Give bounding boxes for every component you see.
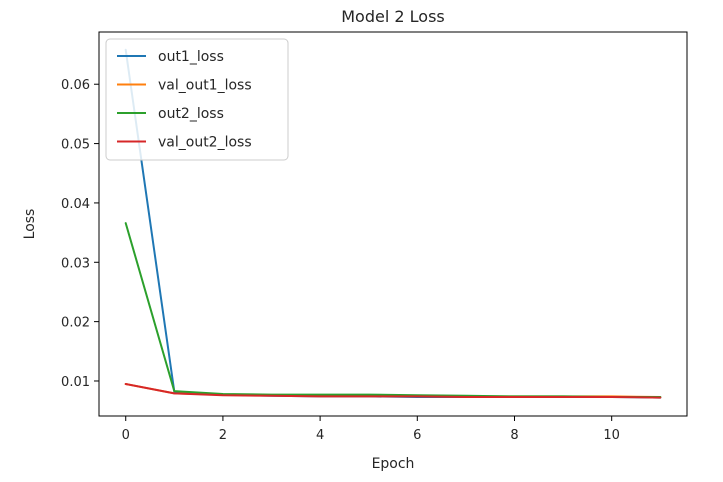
x-tick-label: 10 [603, 428, 620, 443]
x-tick-label: 4 [316, 428, 324, 443]
x-axis-label: Epoch [372, 456, 415, 472]
legend-label: val_out2_loss [158, 135, 252, 151]
series-line-out2-loss [124, 222, 662, 398]
x-tick-label: 0 [122, 428, 130, 443]
x-tick-label: 8 [510, 428, 518, 443]
legend: out1_loss val_out1_loss out2_loss val_out2_… [105, 38, 289, 161]
y-axis-label: Loss [22, 209, 38, 240]
x-tick-label: 2 [219, 428, 227, 443]
y-tick-label: 0.04 [61, 197, 90, 212]
plot-frame [98, 31, 688, 417]
y-axis-ticks: 0.01 0.02 0.03 0.04 0.05 0.06 [61, 78, 99, 390]
series-lines [124, 48, 662, 399]
x-axis-ticks: 0 2 4 6 8 10 [122, 416, 620, 443]
legend-label: val_out1_loss [158, 78, 252, 94]
legend-label: out2_loss [158, 106, 224, 122]
y-tick-label: 0.05 [61, 138, 90, 153]
x-tick-label: 6 [413, 428, 421, 443]
y-tick-label: 0.03 [61, 256, 90, 271]
chart-title: Model 2 Loss [341, 7, 444, 26]
series-line-val-out2-loss [124, 383, 662, 399]
y-tick-label: 0.06 [61, 78, 90, 93]
y-tick-label: 0.02 [61, 316, 90, 331]
legend-box [105, 38, 289, 161]
y-tick-label: 0.01 [61, 375, 90, 390]
legend-label: out1_loss [158, 49, 224, 65]
